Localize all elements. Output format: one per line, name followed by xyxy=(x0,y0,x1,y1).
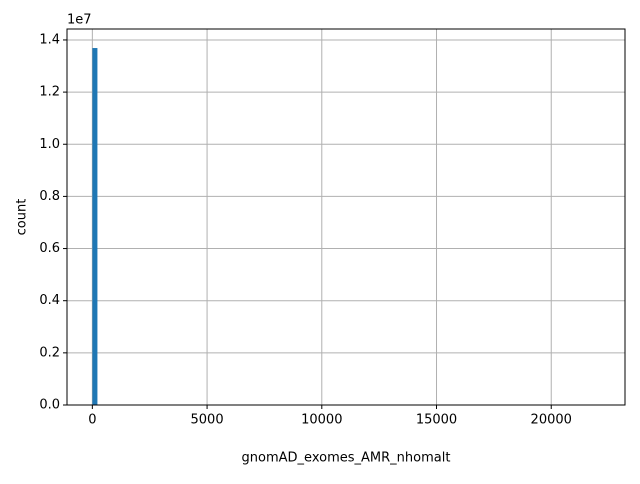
y-tick-label: 0.2 xyxy=(39,345,60,360)
y-tick-label: 0.4 xyxy=(39,293,60,308)
x-tick-label: 15000 xyxy=(416,413,457,428)
y-offset-text: 1e7 xyxy=(67,13,92,28)
x-tick-label: 5000 xyxy=(191,413,224,428)
x-tick-label: 20000 xyxy=(531,413,572,428)
y-tick-label: 0.0 xyxy=(39,398,60,413)
y-tick-label: 0.6 xyxy=(39,241,60,256)
y-tick-label: 1.0 xyxy=(39,137,60,152)
plot-frame xyxy=(66,28,626,406)
x-tick-label: 10000 xyxy=(301,413,342,428)
y-axis-label: count xyxy=(15,199,30,236)
y-tick-label: 1.4 xyxy=(39,32,60,47)
y-tick-label: 1.2 xyxy=(39,85,60,100)
x-tick-label: 0 xyxy=(88,413,96,428)
x-axis-label: gnomAD_exomes_AMR_nhomalt xyxy=(242,451,451,466)
y-tick-label: 0.8 xyxy=(39,189,60,204)
bar xyxy=(92,48,98,406)
